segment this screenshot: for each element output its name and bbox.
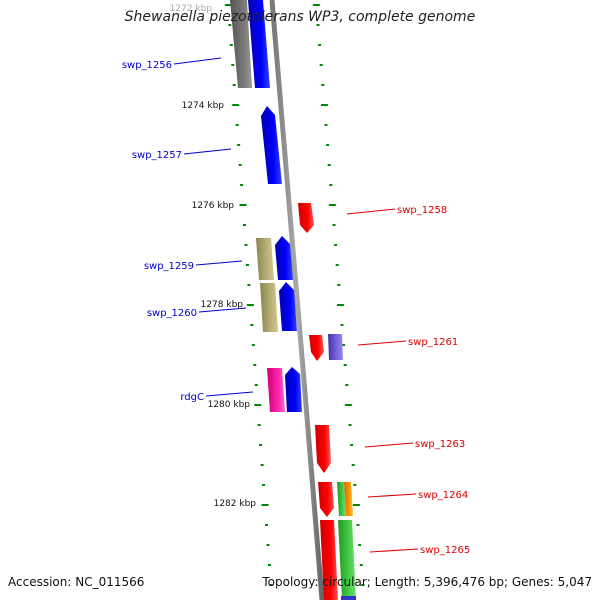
ruler-label-1280kbp: 1280 kbp [208,400,251,410]
leader-line-rdgC [205,391,254,397]
tick-marks [224,4,365,586]
leader-line-swp-1263 [364,442,414,448]
gene-swp-1264[interactable] [318,482,334,517]
ruler-label-1282kbp: 1282 kbp [214,499,257,509]
gene-swp-1260[interactable] [279,282,297,331]
gene-label-swp-1256[interactable]: swp_1256 [122,60,172,71]
genome-summary-text: Topology: circular; Length: 5,396,476 bp… [262,575,592,589]
gene-swp-1258[interactable] [298,203,314,233]
ruler-label-1272kbp: 1272 kbp [170,4,213,14]
leader-line-swp-1257 [183,148,232,155]
gene-swp-1263[interactable] [315,425,331,473]
gene-swp-1266-blue [341,596,356,600]
gene-swp-1261[interactable] [309,335,324,361]
gene-swp-1256[interactable] [248,0,270,88]
gene-swp-1259-khaki[interactable] [256,238,274,280]
accession-text: Accession: NC_011566 [8,575,145,589]
leader-line-swp-1261 [357,340,407,346]
leader-line-swp-1258 [346,208,396,215]
gene-swp-1256-grey[interactable] [230,0,252,88]
gene-label-swp-1260[interactable]: swp_1260 [147,308,197,319]
leader-line-swp-1265 [369,548,419,553]
gene-label-swp-1264[interactable]: swp_1264 [418,490,468,501]
leader-line-swp-1256 [173,57,222,65]
leader-line-swp-1260 [198,307,247,313]
gene-swp-1261-purple[interactable] [328,334,343,360]
gene-label-swp-1259[interactable]: swp_1259 [144,261,194,272]
leader-line-swp-1264 [367,493,417,498]
gene-rdgC-magenta[interactable] [267,368,285,412]
leader-line-swp-1259 [195,260,243,266]
gene-label-rdgC[interactable]: rdgC [180,392,204,403]
gene-swp-1265[interactable] [320,520,338,600]
gene-swp-1257[interactable] [261,106,282,184]
gene-label-swp-1257[interactable]: swp_1257 [132,150,182,161]
gene-label-swp-1258[interactable]: swp_1258 [397,205,447,216]
gene-label-swp-1263[interactable]: swp_1263 [415,439,465,450]
genome-backbone [269,0,325,601]
gene-rdgC[interactable] [285,367,302,412]
gene-swp-1264-orange[interactable] [344,482,353,516]
ruler-label-1278kbp: 1278 kbp [201,300,244,310]
gene-swp-1260-khaki[interactable] [260,283,278,332]
genome-title: Shewanella piezotolerans WP3, complete g… [124,9,476,25]
ruler-label-1276kbp: 1276 kbp [192,201,235,211]
gene-label-swp-1261[interactable]: swp_1261 [408,337,458,348]
gene-swp-1265-green[interactable] [338,520,356,600]
gene-swp-1259[interactable] [275,236,293,280]
ruler-label-1274kbp: 1274 kbp [182,101,225,111]
gene-label-swp-1265[interactable]: swp_1265 [420,545,470,556]
gene-swp-1264-green[interactable] [337,482,346,516]
